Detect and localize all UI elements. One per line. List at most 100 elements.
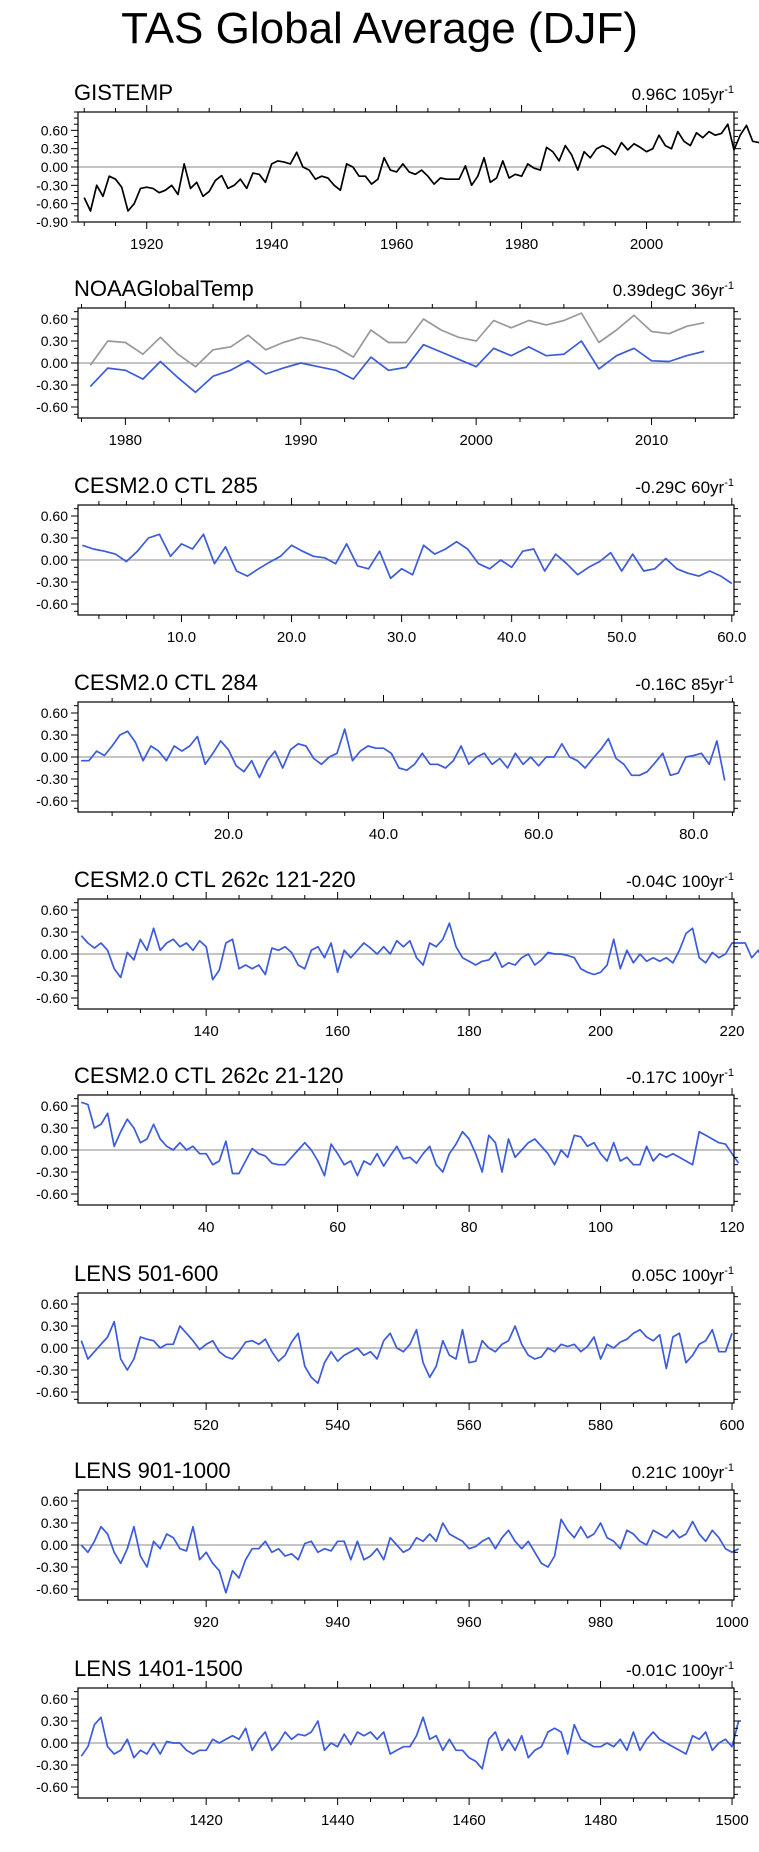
x-tick-label: 1960 <box>380 236 413 253</box>
panel-title: LENS 901-1000 <box>74 1458 231 1483</box>
x-tick-label: 40 <box>198 1219 215 1236</box>
x-tick-label: 120 <box>720 1219 745 1236</box>
y-tick-label: 0.30 <box>41 530 68 546</box>
x-tick-label: 40.0 <box>369 826 398 843</box>
trend-exponent: -1 <box>724 1462 734 1474</box>
series-line-1 <box>81 1101 740 1177</box>
x-tick-label: 960 <box>457 1614 482 1631</box>
y-tick-label: 0.30 <box>41 141 68 157</box>
panel-title: GISTEMP <box>74 80 173 105</box>
y-tick-label: -0.30 <box>36 177 68 193</box>
panel-5: CESM2.0 CTL 262c 121-220 -0.04C 100yr-1 14… <box>36 867 759 1040</box>
x-tick-label: 1480 <box>584 1812 617 1829</box>
trend-text: -0.01C 100yr <box>626 1661 725 1680</box>
trend-exponent: -1 <box>724 871 734 883</box>
x-tick-label: 600 <box>720 1417 745 1434</box>
x-tick-label: 2010 <box>635 432 668 449</box>
x-tick-label: 1990 <box>284 432 317 449</box>
y-tick-label: 0.00 <box>41 1340 68 1356</box>
y-tick-label: -0.60 <box>36 1779 68 1795</box>
y-tick-label: 0.00 <box>41 1735 68 1751</box>
y-tick-label: -0.60 <box>36 990 68 1006</box>
trend-exponent: -1 <box>724 1265 734 1277</box>
y-tick-label: -0.30 <box>36 1757 68 1773</box>
x-tick-label: 80.0 <box>679 826 708 843</box>
y-tick-label: -0.30 <box>36 1164 68 1180</box>
x-tick-label: 180 <box>457 1023 482 1040</box>
x-tick-label: 40.0 <box>497 629 526 646</box>
x-tick-label: 200 <box>588 1023 613 1040</box>
panel-title: NOAAGlobalTemp <box>74 276 254 301</box>
y-tick-label: 0.30 <box>41 1120 68 1136</box>
x-tick-label: 1940 <box>255 236 288 253</box>
trend-exponent: -1 <box>724 674 734 686</box>
trend-label: 0.39degC 36yr-1 <box>613 280 734 300</box>
y-tick-label: -0.30 <box>36 968 68 984</box>
y-tick-label: -0.60 <box>36 399 68 415</box>
series-line-1 <box>80 1518 740 1594</box>
x-tick-label: 1420 <box>189 1812 222 1829</box>
panel-title: LENS 501-600 <box>74 1261 218 1286</box>
panel-3: CESM2.0 CTL 285 -0.29C 60yr-1 10.0 20.0 30.0… <box>36 473 746 646</box>
x-tick-label: 580 <box>588 1417 613 1434</box>
x-tick-label: 920 <box>194 1614 219 1631</box>
trend-label: -0.17C 100yr-1 <box>626 1067 734 1087</box>
panel-9: LENS 1401-1500 -0.01C 100yr-1 1420 1440 1460… <box>36 1656 749 1829</box>
series-line-1 <box>89 312 705 368</box>
panel-6: CESM2.0 CTL 262c 21-120 -0.17C 100yr-1 40 6… <box>36 1063 744 1236</box>
trend-exponent: -1 <box>724 1067 734 1079</box>
series-line-1 <box>83 123 759 212</box>
x-tick-label: 60 <box>329 1219 346 1236</box>
y-tick-label: -0.30 <box>36 574 68 590</box>
x-tick-label: 520 <box>194 1417 219 1434</box>
trend-exponent: -1 <box>724 1660 734 1672</box>
x-tick-label: 60.0 <box>524 826 553 843</box>
trend-label: 0.21C 100yr-1 <box>632 1462 734 1482</box>
y-tick-label: 0.60 <box>41 1296 68 1312</box>
trend-text: 0.05C 100yr <box>632 1266 725 1285</box>
trend-label: -0.16C 85yr-1 <box>635 674 734 694</box>
y-tick-label: 0.60 <box>41 122 68 138</box>
y-tick-label: 0.30 <box>41 333 68 349</box>
y-tick-label: 0.00 <box>41 946 68 962</box>
y-tick-label: 0.00 <box>41 159 68 175</box>
y-tick-label: -0.30 <box>36 377 68 393</box>
x-tick-label: 1500 <box>715 1812 748 1829</box>
y-tick-label: 0.60 <box>41 1493 68 1509</box>
x-tick-label: 1980 <box>109 432 142 449</box>
x-tick-label: 1440 <box>321 1812 354 1829</box>
y-tick-label: 0.00 <box>41 1537 68 1553</box>
y-tick-label: -0.90 <box>36 214 68 230</box>
y-tick-label: -0.60 <box>36 596 68 612</box>
trend-text: 0.96C 105yr <box>632 85 725 104</box>
y-tick-label: 0.30 <box>41 1713 68 1729</box>
y-tick-label: 0.00 <box>41 355 68 371</box>
y-tick-label: -0.60 <box>36 196 68 212</box>
x-tick-label: 1920 <box>130 236 163 253</box>
panel-title: CESM2.0 CTL 262c 121-220 <box>74 867 356 892</box>
series-line-1 <box>82 533 733 585</box>
panel-8: LENS 901-1000 0.21C 100yr-1 920 940 960 980 10… <box>36 1458 749 1631</box>
y-tick-label: -0.60 <box>36 1581 68 1597</box>
panel-1: GISTEMP 0.96C 105yr-1 1920 1940 1960 1980 2000… <box>36 80 759 253</box>
x-tick-label: 940 <box>325 1614 350 1631</box>
y-tick-label: 0.60 <box>41 508 68 524</box>
y-tick-label: 0.00 <box>41 749 68 765</box>
trend-label: -0.29C 60yr-1 <box>635 477 734 497</box>
series-line-1 <box>80 1716 740 1770</box>
y-tick-label: 0.30 <box>41 1515 68 1531</box>
x-tick-label: 2000 <box>630 236 663 253</box>
y-tick-label: 0.60 <box>41 902 68 918</box>
x-tick-label: 220 <box>720 1023 745 1040</box>
x-tick-label: 100 <box>588 1219 613 1236</box>
x-tick-label: 50.0 <box>607 629 636 646</box>
x-tick-label: 160 <box>325 1023 350 1040</box>
trend-label: -0.01C 100yr-1 <box>626 1660 734 1680</box>
y-tick-label: 0.60 <box>41 1098 68 1114</box>
x-tick-label: 540 <box>325 1417 350 1434</box>
y-tick-label: 0.60 <box>41 311 68 327</box>
y-tick-label: 0.30 <box>41 924 68 940</box>
trend-text: 0.39degC 36yr <box>613 281 725 300</box>
x-tick-label: 20.0 <box>214 826 243 843</box>
trend-text: -0.29C 60yr <box>635 478 724 497</box>
